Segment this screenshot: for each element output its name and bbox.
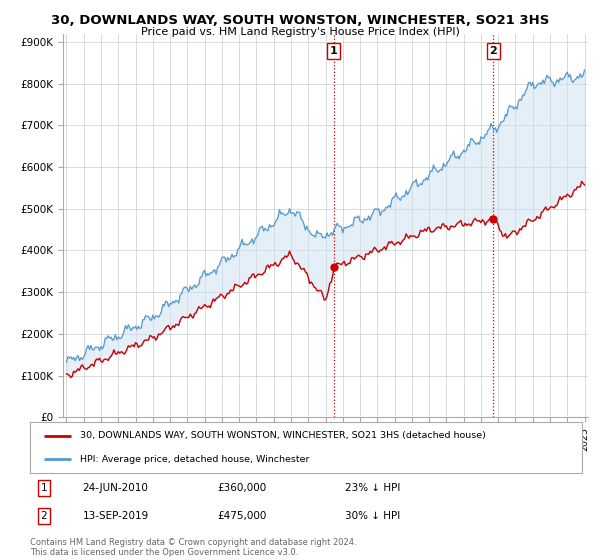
- Text: 24-JUN-2010: 24-JUN-2010: [82, 483, 148, 493]
- Text: 30% ↓ HPI: 30% ↓ HPI: [344, 511, 400, 521]
- Text: 2: 2: [490, 46, 497, 56]
- Text: 2: 2: [40, 511, 47, 521]
- Text: 23% ↓ HPI: 23% ↓ HPI: [344, 483, 400, 493]
- Text: 1: 1: [330, 46, 338, 56]
- Text: 1: 1: [40, 483, 47, 493]
- Text: £475,000: £475,000: [218, 511, 267, 521]
- Text: £360,000: £360,000: [218, 483, 267, 493]
- Text: 13-SEP-2019: 13-SEP-2019: [82, 511, 149, 521]
- Text: Price paid vs. HM Land Registry's House Price Index (HPI): Price paid vs. HM Land Registry's House …: [140, 27, 460, 37]
- Text: 30, DOWNLANDS WAY, SOUTH WONSTON, WINCHESTER, SO21 3HS (detached house): 30, DOWNLANDS WAY, SOUTH WONSTON, WINCHE…: [80, 431, 485, 440]
- Text: HPI: Average price, detached house, Winchester: HPI: Average price, detached house, Winc…: [80, 455, 309, 464]
- Text: Contains HM Land Registry data © Crown copyright and database right 2024.
This d: Contains HM Land Registry data © Crown c…: [30, 538, 356, 557]
- Text: 30, DOWNLANDS WAY, SOUTH WONSTON, WINCHESTER, SO21 3HS: 30, DOWNLANDS WAY, SOUTH WONSTON, WINCHE…: [51, 14, 549, 27]
